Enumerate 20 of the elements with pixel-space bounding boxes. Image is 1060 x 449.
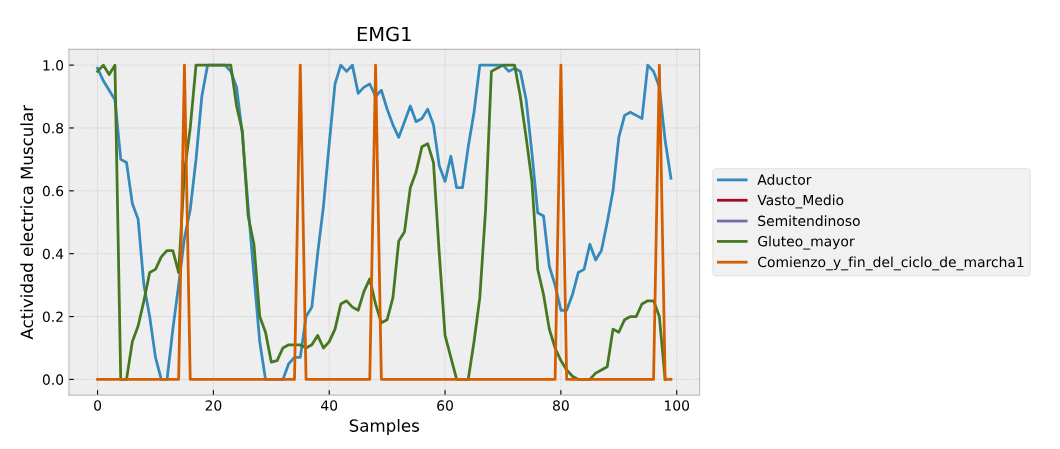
y-tick-label: 0.2 (42, 311, 63, 323)
y-tick-label: 0.8 (42, 122, 64, 134)
x-tick-label: 40 (321, 400, 338, 411)
x-tick-label: 100 (664, 400, 690, 411)
legend-label: Semitendinoso (758, 215, 860, 227)
y-tick-label: 0.0 (42, 374, 64, 385)
x-tick-label: 80 (553, 400, 569, 411)
legend-label: Aductor (757, 174, 812, 185)
legend-label: Vasto_Medio (757, 194, 844, 209)
x-tick-label: 20 (205, 400, 222, 411)
legend-label: Gluteo_mayor (758, 235, 855, 250)
y-axis-title: Actividad electrica Muscular (20, 104, 34, 340)
x-tick-label: 0 (94, 400, 102, 411)
y-tick-label: 0.6 (42, 185, 64, 197)
legend-label: Comienzo_y_fin_del_ciclo_de_marcha1 (758, 256, 1024, 271)
chart-title: EMG1 (357, 26, 411, 42)
y-tick-label: 0.4 (42, 248, 64, 260)
x-axis-title: Samples (349, 418, 420, 436)
x-tick-label: 60 (437, 400, 453, 411)
y-tick-label: 1.0 (43, 60, 64, 71)
